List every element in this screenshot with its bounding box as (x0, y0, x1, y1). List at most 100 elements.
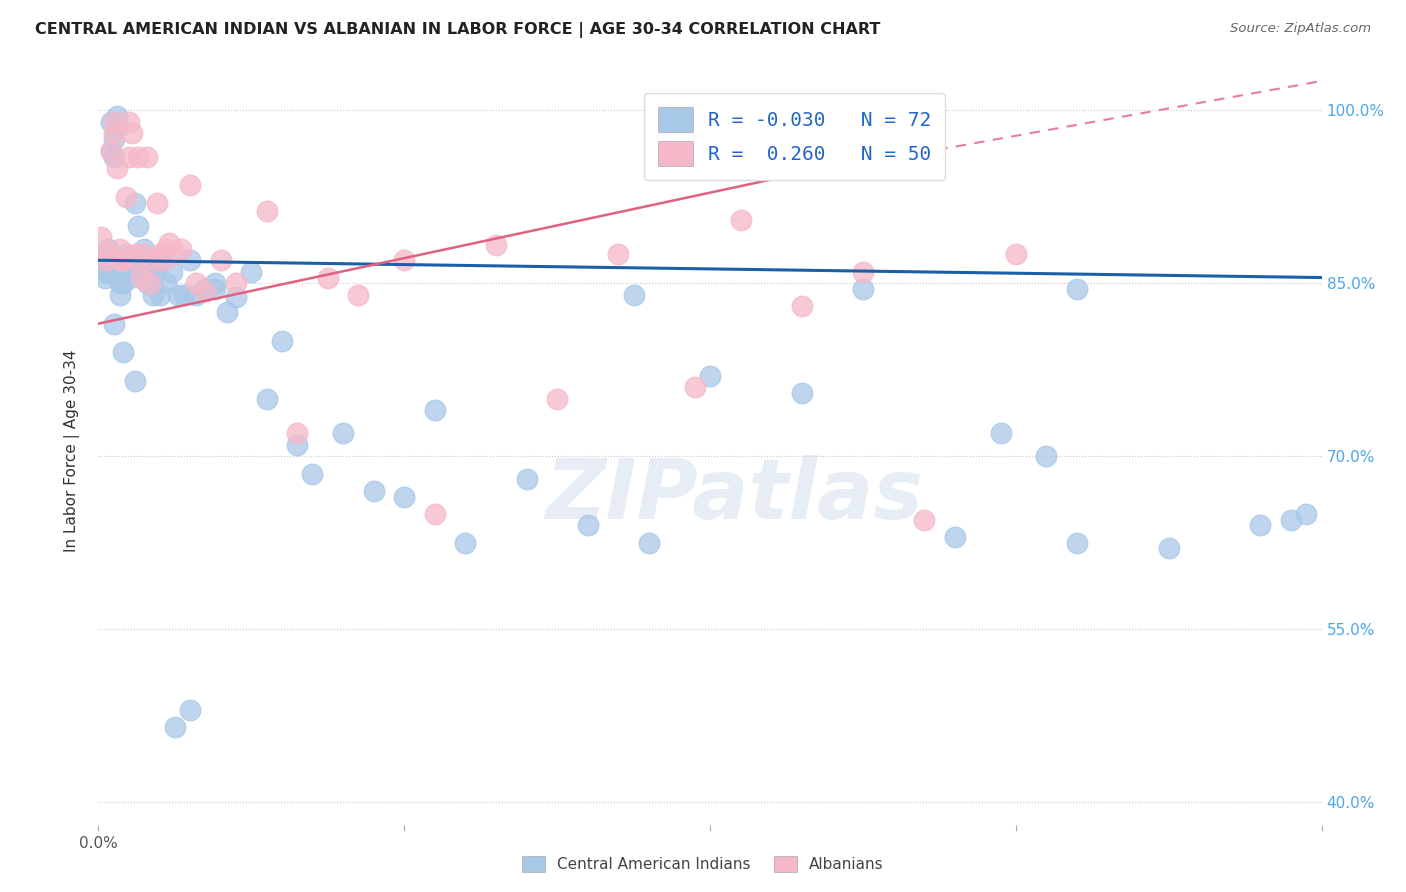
Point (240, 265, 263, 279)
Point (332, 426, 354, 441)
Point (576, 518, 599, 533)
Point (93, 253, 115, 268)
Point (347, 288, 370, 302)
Point (1279, 513, 1302, 527)
Point (103, 149, 125, 163)
Point (285, 438, 308, 452)
Point (167, 288, 190, 302)
Point (105, 120, 128, 135)
Point (97, 265, 120, 279)
Point (790, 385, 813, 400)
Point (111, 345, 134, 359)
Point (118, 253, 141, 268)
Point (93, 270, 115, 285)
Point (194, 282, 217, 296)
Point (134, 242, 156, 256)
Point (124, 247, 146, 261)
Point (149, 288, 172, 302)
Point (852, 282, 875, 296)
Point (852, 265, 875, 279)
Point (194, 285, 217, 299)
Legend: R = -0.030   N = 72, R =  0.260   N = 50: R = -0.030 N = 72, R = 0.260 N = 50 (644, 93, 945, 180)
Point (127, 219, 149, 233)
Point (111, 277, 134, 291)
Point (270, 334, 292, 348)
Point (1249, 518, 1271, 533)
Point (1004, 247, 1026, 261)
Point (623, 288, 645, 302)
Point (215, 305, 238, 319)
Point (1295, 507, 1317, 521)
Point (100, 115, 122, 129)
Point (149, 247, 172, 261)
Point (129, 253, 152, 268)
Point (179, 703, 201, 717)
Point (423, 507, 446, 521)
Point (136, 149, 159, 163)
Point (115, 247, 138, 261)
Point (108, 288, 131, 302)
Point (363, 483, 385, 498)
Point (392, 253, 416, 268)
Point (990, 426, 1012, 441)
Point (100, 144, 122, 158)
Point (139, 253, 162, 268)
Point (316, 270, 339, 285)
Point (115, 190, 138, 204)
Point (546, 392, 568, 406)
Point (173, 288, 195, 302)
Point (134, 247, 156, 261)
Point (607, 247, 630, 261)
Point (111, 259, 134, 273)
Point (683, 380, 706, 394)
Point (127, 253, 149, 268)
Point (142, 253, 165, 268)
Y-axis label: In Labor Force | Age 30-34: In Labor Force | Age 30-34 (63, 349, 80, 552)
Point (142, 270, 165, 285)
Point (179, 178, 201, 193)
Point (256, 392, 278, 406)
Point (152, 253, 174, 268)
Point (1066, 282, 1088, 296)
Text: ZIPatlas: ZIPatlas (546, 455, 924, 536)
Point (454, 535, 477, 549)
Point (170, 242, 193, 256)
Point (124, 195, 146, 210)
Point (516, 472, 538, 486)
Text: CENTRAL AMERICAN INDIAN VS ALBANIAN IN LABOR FORCE | AGE 30-34 CORRELATION CHART: CENTRAL AMERICAN INDIAN VS ALBANIAN IN L… (35, 22, 880, 38)
Point (225, 290, 247, 304)
Point (392, 490, 416, 504)
Point (103, 127, 125, 141)
Point (943, 530, 966, 544)
Point (118, 149, 141, 163)
Point (912, 513, 935, 527)
Point (121, 127, 143, 141)
Point (1157, 541, 1180, 556)
Point (163, 720, 186, 734)
Point (127, 149, 149, 163)
Point (301, 467, 323, 481)
Point (163, 247, 186, 261)
Point (730, 213, 752, 227)
Point (111, 253, 134, 268)
Point (139, 277, 162, 291)
Point (103, 115, 125, 129)
Point (155, 277, 177, 291)
Point (90, 253, 112, 268)
Point (1066, 535, 1088, 549)
Point (118, 270, 141, 285)
Point (204, 282, 226, 296)
Point (111, 253, 134, 268)
Point (115, 253, 138, 268)
Point (97, 247, 120, 261)
Point (160, 265, 183, 279)
Point (179, 253, 201, 268)
Point (121, 265, 143, 279)
Point (256, 203, 278, 218)
Point (103, 317, 125, 331)
Point (1035, 449, 1057, 463)
Point (145, 195, 167, 210)
Point (118, 115, 141, 129)
Point (100, 144, 122, 158)
Point (285, 426, 308, 441)
